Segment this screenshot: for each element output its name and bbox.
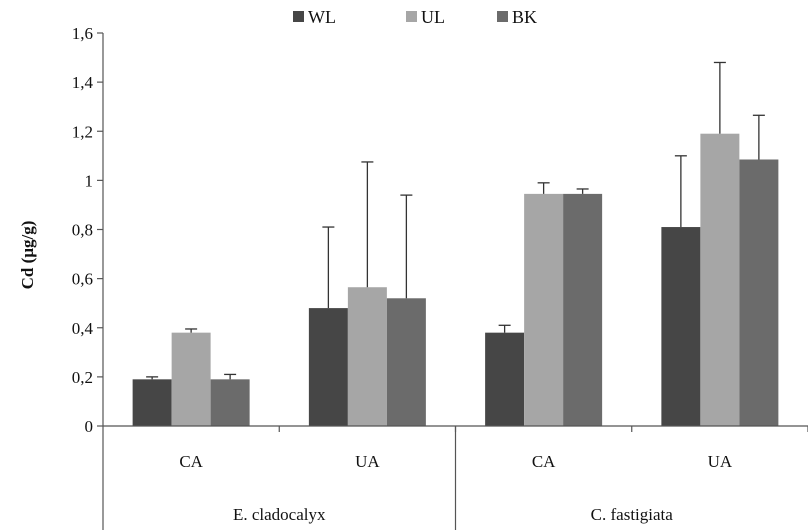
bar-bk [210, 379, 250, 426]
legend: WL UL BK [293, 7, 537, 27]
bar-wl [132, 379, 172, 426]
y-tick-label: 1 [85, 171, 94, 190]
x-category-label: CA [179, 452, 203, 471]
y-tick-label: 0,6 [72, 270, 93, 289]
bar-wl [308, 308, 348, 426]
bar-ul [347, 287, 387, 426]
legend-label-wl: WL [308, 7, 336, 27]
x-group-label: C. fastigiata [591, 505, 674, 524]
y-tick-label: 1,6 [72, 24, 93, 43]
y-axis-label: Cd (µg/g) [18, 221, 37, 290]
y-tick-label: 0 [85, 417, 94, 436]
x-category-label: UA [708, 452, 733, 471]
bar-ul [171, 332, 211, 426]
bar-bk [739, 159, 779, 426]
legend-swatch-wl [293, 11, 304, 22]
bar-wl [485, 332, 525, 426]
legend-label-ul: UL [421, 7, 445, 27]
bar-bk [563, 193, 603, 426]
x-category-label: CA [532, 452, 556, 471]
legend-swatch-bk [497, 11, 508, 22]
x-group-label: E. cladocalyx [233, 505, 326, 524]
legend-swatch-ul [406, 11, 417, 22]
legend-label-bk: BK [512, 7, 537, 27]
x-axis: CA UA CA UA E. cladocalyx C. fastigiata [102, 425, 808, 530]
bar-ul [700, 133, 740, 427]
y-tick-label: 1,2 [72, 122, 93, 141]
x-category-label: UA [355, 452, 380, 471]
y-tick-label: 0,8 [72, 221, 93, 240]
y-axis: 0 0,2 0,4 0,6 0,8 1 1,2 1,4 1,6 [72, 24, 104, 436]
bar-bk [386, 298, 426, 426]
y-tick-label: 1,4 [72, 73, 94, 92]
y-tick-label: 0,2 [72, 368, 93, 387]
bar-ul [524, 193, 564, 426]
bar-wl [661, 227, 701, 426]
y-tick-label: 0,4 [72, 319, 94, 338]
bars [132, 61, 779, 427]
